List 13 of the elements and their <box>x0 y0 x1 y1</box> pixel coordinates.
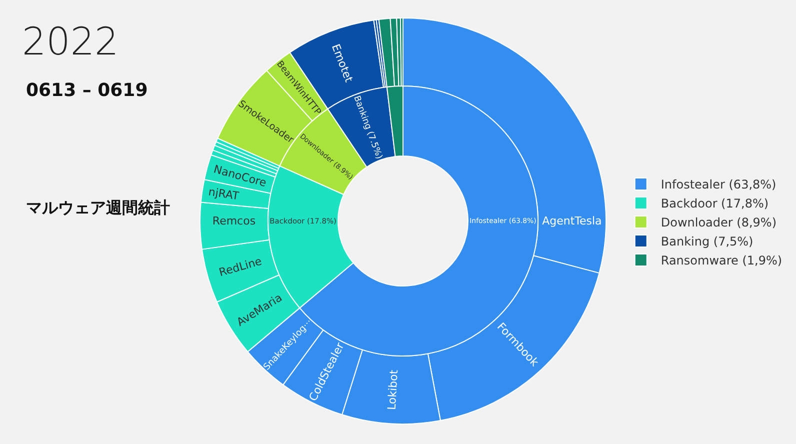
legend-label: Banking (7,5%) <box>660 234 754 249</box>
slice-label: AgentTesla <box>542 214 602 228</box>
legend-label: Infostealer (63,8%) <box>660 178 776 192</box>
text: マルウェア週間統計 <box>26 198 170 217</box>
legend-label: Downloader (8,9%) <box>660 216 777 230</box>
slice-label: Remcos <box>212 214 256 228</box>
chart-title: 2022 <box>22 20 119 64</box>
legend-label: Ransomware (1,9%) <box>660 254 782 268</box>
legend-label: Backdoor (17,8%) <box>660 196 769 211</box>
text: 0613 – 0619 <box>26 80 148 101</box>
slice-label: njRAT <box>207 185 240 203</box>
slice-label: RedLine <box>218 254 264 280</box>
slice-label: Lokibot <box>385 368 401 410</box>
